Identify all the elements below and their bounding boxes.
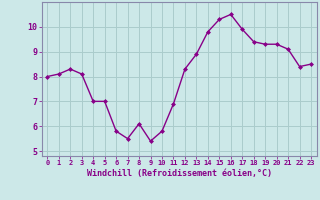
X-axis label: Windchill (Refroidissement éolien,°C): Windchill (Refroidissement éolien,°C)	[87, 169, 272, 178]
